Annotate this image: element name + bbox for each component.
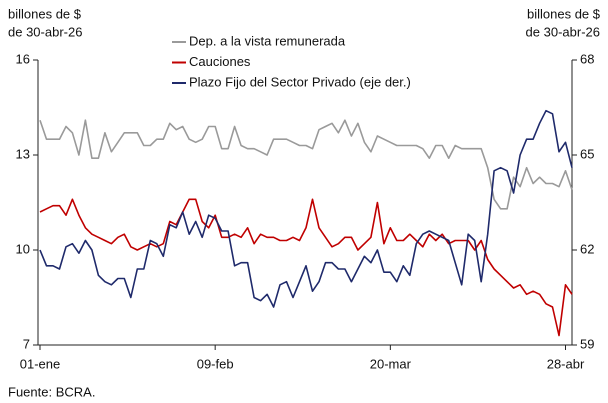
x-tick-label: 20-mar: [370, 356, 412, 371]
y2-tick-label: 68: [580, 51, 594, 66]
x-tick-label: 28-abr: [547, 356, 585, 371]
legend-label: Cauciones: [189, 54, 251, 69]
legend-label: Dep. a la vista remunerada: [189, 33, 346, 48]
line-series: [39, 119, 573, 210]
y-axis-label: billones de $: [8, 6, 82, 21]
y2-tick-label: 65: [580, 146, 594, 161]
y2-axis-label: de 30-abr-26: [526, 24, 600, 39]
legend-label: Plazo Fijo del Sector Privado (eje der.): [189, 74, 411, 89]
y-axis-label: de 30-abr-26: [8, 24, 82, 39]
y2-tick-label: 59: [580, 336, 594, 351]
y-tick-label: 10: [16, 241, 30, 256]
y-tick-label: 13: [16, 146, 30, 161]
x-tick-label: 01-ene: [20, 356, 60, 371]
line-series: [39, 198, 573, 337]
y2-tick-label: 62: [580, 241, 594, 256]
y2-axis-label: billones de $: [527, 6, 601, 21]
y-tick-label: 7: [23, 336, 30, 351]
y-tick-label: 16: [16, 51, 30, 66]
x-tick-label: 09-feb: [197, 356, 234, 371]
line-series: [39, 109, 573, 308]
source: Fuente: BCRA.: [8, 384, 95, 399]
